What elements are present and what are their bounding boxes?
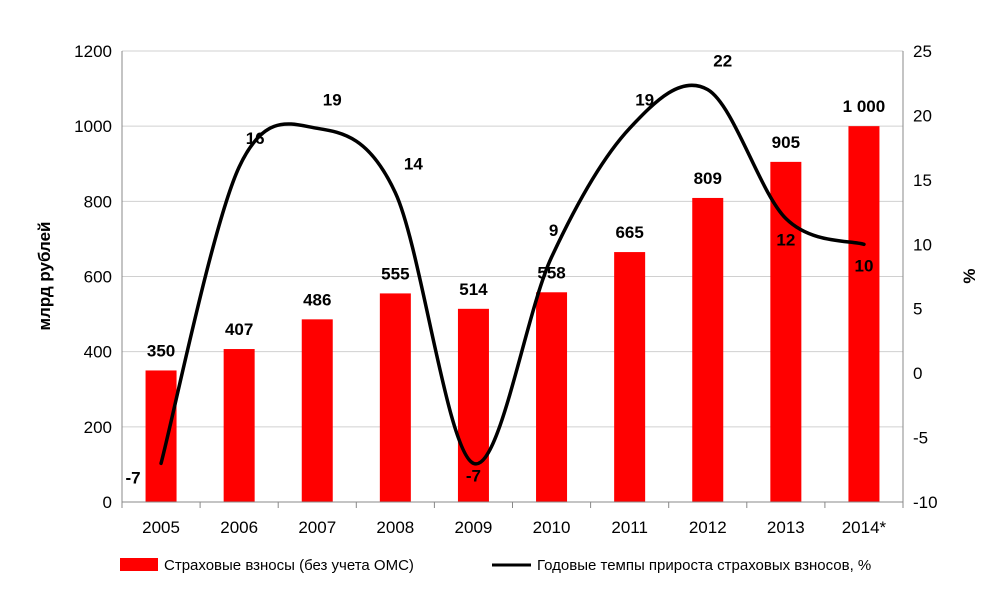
x-tick-label: 2009 xyxy=(455,518,493,537)
x-tick-label: 2005 xyxy=(142,518,180,537)
y-tick-label: 200 xyxy=(84,418,112,437)
y-tick-label: 1200 xyxy=(74,42,112,61)
x-tick-label: 2010 xyxy=(533,518,571,537)
x-tick-label: 2011 xyxy=(611,518,648,537)
bar-value-label: 350 xyxy=(147,341,175,360)
line-data-labels: -7 16 19 14 -7 9 19 22 12 10 xyxy=(125,52,873,488)
bar-value-label: 1 000 xyxy=(843,97,886,116)
y2-tick-label: -10 xyxy=(913,493,938,512)
bar xyxy=(614,252,646,502)
bar-value-label: 514 xyxy=(459,280,488,299)
bar xyxy=(848,126,880,503)
left-tick-labels: 0 200 400 600 800 1000 1200 xyxy=(74,42,112,512)
bar xyxy=(692,197,724,502)
line-value-label: 22 xyxy=(713,52,732,71)
line-value-label: 16 xyxy=(246,129,265,148)
bar xyxy=(457,308,489,502)
x-tick-labels: 2005 2006 2007 2008 2009 2010 2011 2012 2013 2014… xyxy=(121,502,904,537)
y2-tick-label: 15 xyxy=(913,171,932,190)
growth-line xyxy=(159,83,866,466)
line-value-label: 12 xyxy=(776,231,795,250)
y2-tick-label: 25 xyxy=(913,42,932,61)
x-tick-label: 2013 xyxy=(767,518,805,537)
x-tick-label: 2012 xyxy=(689,518,727,537)
bar-series xyxy=(145,126,880,503)
bar-value-label: 407 xyxy=(225,320,253,339)
bar xyxy=(145,370,177,502)
line-value-label: 10 xyxy=(854,256,873,275)
bar xyxy=(536,292,568,502)
x-tick-label: 2014* xyxy=(842,518,887,537)
y2-axis-title: % xyxy=(960,268,979,283)
y-tick-label: 0 xyxy=(103,493,112,512)
line-value-label: 14 xyxy=(404,155,423,174)
bar-value-label: 555 xyxy=(381,264,409,283)
legend: Страховые взносы (без учета ОМС) Годовые… xyxy=(120,557,871,574)
bar-value-label: 558 xyxy=(537,263,565,282)
line-series xyxy=(159,83,866,466)
y2-tick-label: 0 xyxy=(913,364,922,383)
y2-tick-label: 5 xyxy=(913,300,922,319)
y-tick-label: 400 xyxy=(84,343,112,362)
bar-value-label: 905 xyxy=(772,133,800,152)
line-value-label: -7 xyxy=(125,468,140,487)
legend-bar-label: Страховые взносы (без учета ОМС) xyxy=(164,557,414,574)
y-tick-label: 800 xyxy=(84,192,112,211)
bar xyxy=(301,319,333,502)
x-tick-label: 2007 xyxy=(298,518,336,537)
bar-data-labels: 350 407 486 555 514 558 665 809 905 1 000 xyxy=(147,97,885,360)
bar-value-label: 486 xyxy=(303,290,331,309)
line-value-label: 9 xyxy=(549,221,558,240)
legend-line-label: Годовые темпы прироста страховых взносов… xyxy=(537,557,871,574)
y-tick-label: 1000 xyxy=(74,117,112,136)
bar-value-label: 665 xyxy=(615,223,643,242)
y2-tick-label: -5 xyxy=(913,429,928,448)
line-value-label: -7 xyxy=(466,466,481,485)
bar xyxy=(770,161,802,502)
bar xyxy=(379,293,411,502)
line-value-label: 19 xyxy=(635,90,654,109)
line-value-label: 19 xyxy=(323,90,342,109)
y-tick-label: 600 xyxy=(84,268,112,287)
x-tick-label: 2006 xyxy=(220,518,258,537)
legend-bar-swatch xyxy=(120,558,158,571)
bar xyxy=(223,349,255,502)
bar-value-label: 809 xyxy=(694,169,722,188)
y2-tick-label: 20 xyxy=(913,106,932,125)
y2-tick-label: 10 xyxy=(913,235,932,254)
x-tick-label: 2008 xyxy=(376,518,414,537)
y-axis-title: млрд рублей xyxy=(35,221,54,330)
right-tick-labels: -10 -5 0 5 10 15 20 25 xyxy=(913,42,938,512)
